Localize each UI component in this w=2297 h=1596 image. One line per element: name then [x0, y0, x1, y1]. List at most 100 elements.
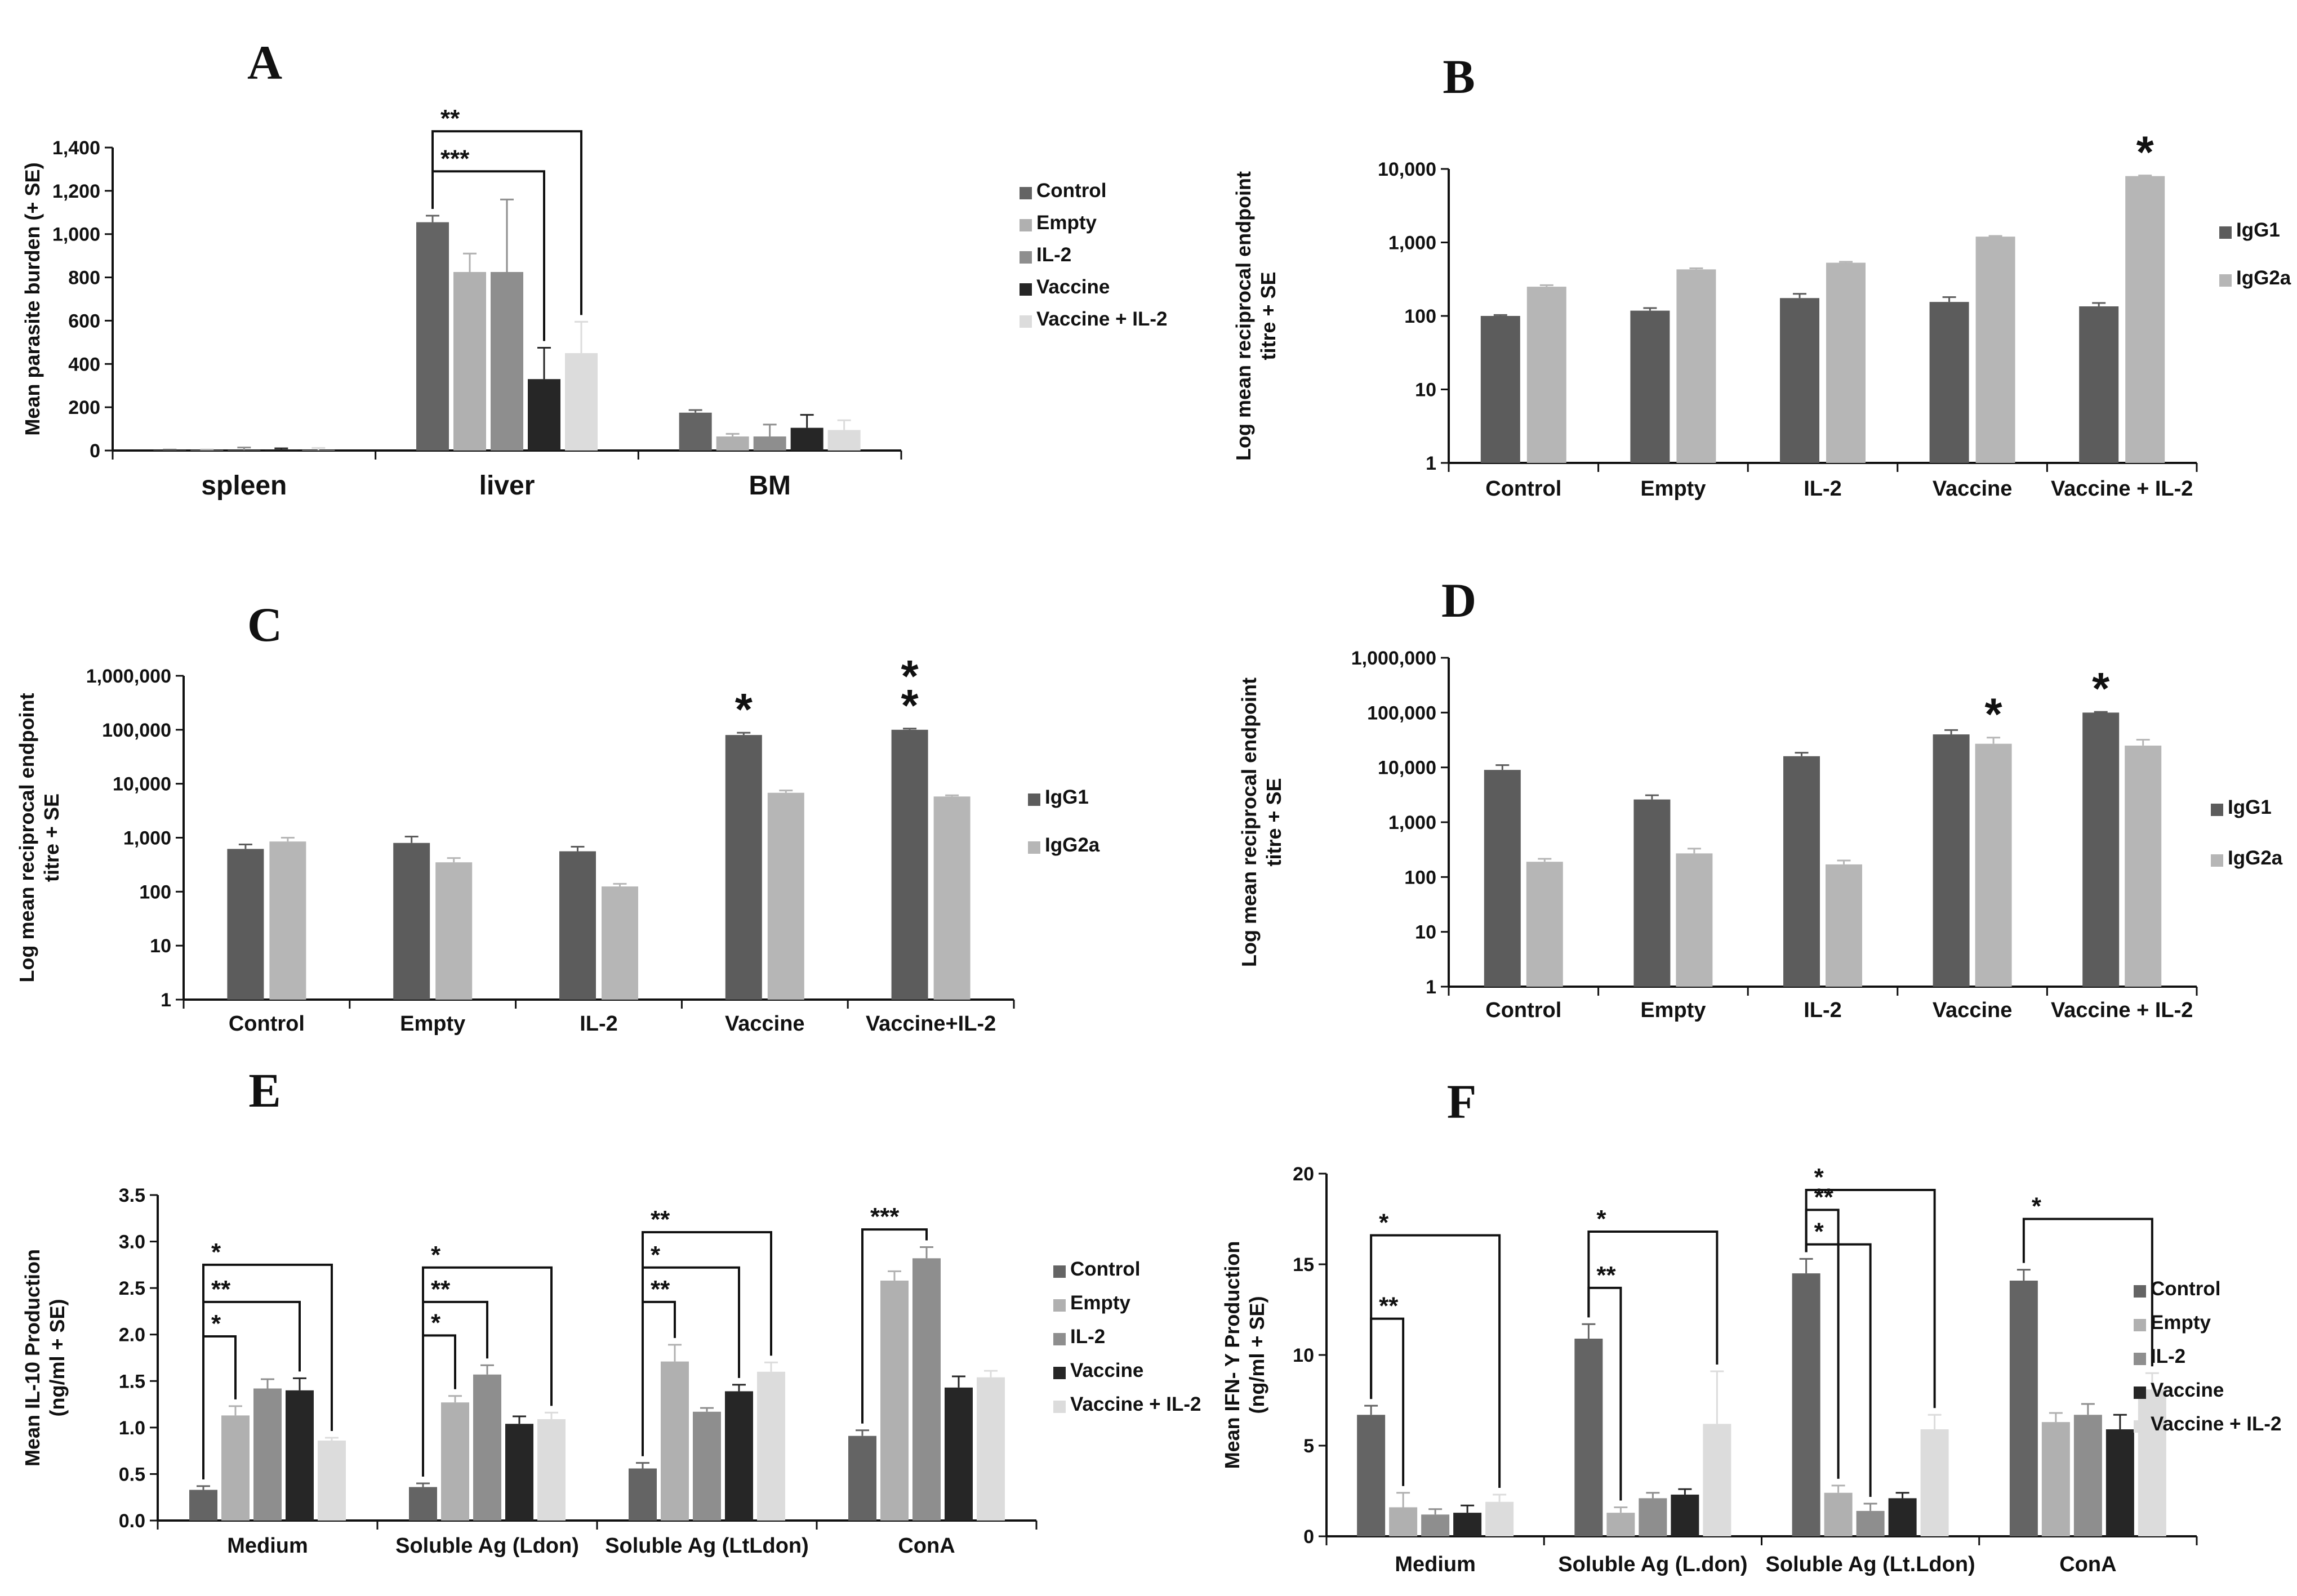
- panel-letter: D: [1441, 573, 1476, 627]
- bar-il-2-cona: [2073, 1415, 2102, 1536]
- legend-label-igg2a: IgG2a: [2228, 847, 2283, 869]
- bar-vaccine-il-2-medium: [318, 1440, 346, 1521]
- bar-empty-cona: [2041, 1422, 2070, 1536]
- legend-label-vaccine: Vaccine: [1036, 276, 1110, 298]
- legend-label-vaccine: Vaccine: [2151, 1379, 2224, 1401]
- significance-bracket: [1805, 1209, 1840, 1479]
- panel-letter: B: [1443, 50, 1475, 104]
- x-tick-label: Empty: [1640, 998, 1706, 1022]
- panel-letter: A: [247, 35, 282, 90]
- y-tick-label: 0.5: [119, 1464, 145, 1485]
- bar-igg2a-empty: [1676, 269, 1716, 463]
- bar-empty-liver: [453, 271, 486, 451]
- significance-star: *: [1985, 689, 2003, 739]
- y-tick-label: 1.0: [119, 1417, 145, 1439]
- y-tick-label: 10,000: [1378, 757, 1436, 779]
- significance-bracket: [202, 1335, 237, 1479]
- bar-vaccine-spleen: [265, 450, 298, 451]
- x-tick-label: Soluble Ag (LtLdon): [605, 1534, 809, 1558]
- y-tick-label: 20: [1293, 1163, 1314, 1185]
- significance-label: **: [1596, 1261, 1616, 1289]
- y-tick-label: 15: [1293, 1254, 1314, 1276]
- legend-swatch-il-2: [1053, 1333, 1066, 1345]
- x-tick-label: BM: [749, 471, 791, 501]
- legend-label-empty: Empty: [2151, 1312, 2211, 1334]
- significance-bracket: [861, 1228, 928, 1424]
- legend-label-il-2: IL-2: [1070, 1326, 1105, 1348]
- bar-vaccine-il-2-spleen: [302, 450, 335, 451]
- legend-label-vaccine-il-2: Vaccine + IL-2: [2151, 1413, 2282, 1435]
- bar-igg1-il-2: [1783, 756, 1820, 987]
- bar-igg1-il-2: [559, 851, 596, 1000]
- bar-igg2a-vaccine: [1975, 743, 2012, 987]
- bar-igg1-empty: [1630, 310, 1670, 463]
- bar-igg2a-control: [1526, 862, 1563, 987]
- legend-swatch-igg2a: [2219, 274, 2232, 287]
- y-tick-label: 1,000: [1388, 812, 1436, 833]
- significance-bracket: [1587, 1286, 1622, 1501]
- significance-bracket: [642, 1300, 676, 1456]
- bar-il-2-soluble-ag-ltldon: [693, 1411, 721, 1521]
- panel-c: C 1 10 100 1,000 10,000 100,000 1,000,000 Log me…: [15, 598, 1100, 1036]
- bar-control-soluble-ag-ltldon: [629, 1468, 657, 1521]
- legend-label-vaccine-il-2: Vaccine + IL-2: [1036, 308, 1168, 330]
- significance-star: *: [901, 680, 919, 730]
- bar-igg1-vaccine-il-2: [2082, 712, 2120, 987]
- bar-igg1-vaccine-il-2: [891, 729, 928, 1000]
- bar-vaccine-il-2-liver: [565, 353, 598, 451]
- legend-label-igg2a: IgG2a: [1045, 834, 1100, 856]
- legend-swatch-vaccine-il-2: [1053, 1401, 1066, 1413]
- significance-label: ***: [870, 1203, 900, 1231]
- panel-e: E 0.0 0.5 1.0 1.5 2.0 2.5 3.0 3.5 Mean IL-10 Prod…: [21, 1063, 1201, 1558]
- y-tick-label: 1,000: [1388, 233, 1436, 254]
- bar-vaccine-medium: [286, 1390, 314, 1521]
- bar-il-2-soluble-ag-ldon: [473, 1374, 501, 1521]
- x-tick-label: liver: [479, 471, 535, 501]
- legend-swatch-igg2a: [1028, 841, 1040, 854]
- significance-label: *: [431, 1309, 441, 1336]
- legend-swatch-il-2: [2134, 1353, 2146, 1365]
- bar-vaccine-bm: [790, 427, 823, 451]
- x-tick-label: Vaccine: [725, 1012, 805, 1036]
- significance-label: *: [2032, 1193, 2042, 1220]
- x-tick-label: Medium: [1395, 1553, 1476, 1576]
- legend-label-control: Control: [1070, 1258, 1140, 1280]
- bar-control-soluble-ag-lt-ldon: [1792, 1273, 1820, 1536]
- bar-vaccine-soluble-ag-ldon: [505, 1424, 533, 1521]
- y-tick-label: 1.5: [119, 1371, 145, 1392]
- panel-d: D 1 10 100 1,000 10,000 100,000 1,000,000 Log me…: [1237, 573, 2283, 1022]
- bar-igg2a-vaccine: [1975, 237, 2015, 463]
- bar-igg2a-empty: [435, 862, 473, 1000]
- bar-igg1-control: [227, 849, 264, 1000]
- significance-bracket: [431, 170, 545, 341]
- bar-vaccine-il-2-bm: [827, 430, 861, 451]
- bar-igg2a-il-2: [1826, 262, 1866, 463]
- y-tick-label: 2.5: [119, 1278, 145, 1299]
- bar-vaccine-il-2-medium: [1485, 1501, 1514, 1536]
- y-tick-label: 0: [1303, 1526, 1314, 1548]
- y-tick-label: 1,000,000: [1351, 648, 1436, 669]
- bar-empty-cona: [880, 1280, 909, 1521]
- bar-igg1-vaccine: [725, 735, 762, 1000]
- legend-swatch-vaccine: [1053, 1367, 1066, 1379]
- bar-empty-medium: [1389, 1507, 1418, 1536]
- y-tick-label: 100: [139, 881, 171, 903]
- y-tick-label: 10,000: [1378, 159, 1436, 180]
- legend-label-vaccine-il-2: Vaccine + IL-2: [1070, 1393, 1201, 1415]
- significance-label: **: [440, 105, 460, 132]
- y-tick-label: 10: [1293, 1345, 1314, 1366]
- y-tick-label: 3.0: [119, 1232, 145, 1253]
- legend-label-control: Control: [1036, 180, 1106, 202]
- significance-bracket: [431, 130, 582, 315]
- significance-bracket: [2022, 1218, 2153, 1367]
- x-tick-label: IL-2: [1804, 477, 1842, 501]
- y-axis-title: Log mean reciprocal endpointtitre + SE: [1232, 171, 1280, 461]
- y-tick-label: 200: [68, 397, 100, 418]
- bar-il-2-medium: [1421, 1514, 1450, 1536]
- y-tick-label: 100: [1404, 867, 1436, 888]
- bar-igg1-vaccine: [1933, 734, 1970, 987]
- y-axis-title: Log mean reciprocal endpointtitre + SE: [15, 693, 63, 982]
- y-tick-label: 100: [1404, 306, 1436, 327]
- legend-swatch-vaccine-il-2: [2134, 1420, 2146, 1433]
- bar-igg2a-il-2: [602, 886, 638, 1000]
